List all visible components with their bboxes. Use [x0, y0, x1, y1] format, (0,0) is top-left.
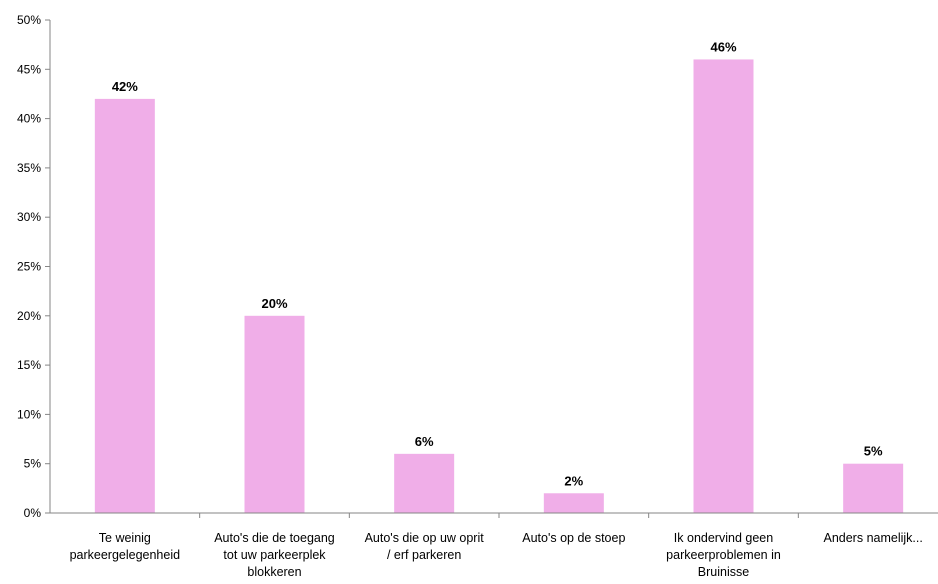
bar [394, 453, 455, 513]
y-tick-label: 5% [24, 457, 42, 471]
category-label-line: Auto's op de stoep [522, 531, 625, 545]
y-tick-label: 25% [17, 260, 41, 274]
bar [543, 493, 604, 513]
y-tick-label: 20% [17, 309, 41, 323]
data-label: 5% [864, 444, 883, 459]
data-labels: 42% 20% 6% 2% 46% 5% [112, 39, 883, 488]
y-tick-label: 40% [17, 112, 41, 126]
y-axis-tick-labels: 0% 5% 10% 15% 20% 25% 30% 35% 40% 45% 50% [17, 13, 41, 520]
x-axis-ticks [199, 513, 799, 518]
bar [244, 315, 305, 513]
category-label-line: parkeergelegenheid [70, 548, 181, 562]
data-label: 2% [564, 473, 583, 488]
category-label-line: Ik ondervind geen [674, 531, 773, 545]
y-tick-label: 15% [17, 358, 41, 372]
category-label: Te weinig parkeergelegenheid [70, 531, 181, 562]
category-label: Auto's die de toegang tot uw parkeerplek b… [214, 531, 335, 579]
y-tick-label: 30% [17, 210, 41, 224]
y-tick-label: 10% [17, 407, 41, 421]
category-label-line: Te weinig [99, 531, 151, 545]
category-label: Ik ondervind geen parkeerproblemen in Brui… [666, 531, 781, 579]
category-label-line: parkeerproblemen in [666, 548, 781, 562]
data-label: 42% [112, 79, 138, 94]
category-labels: Te weinig parkeergelegenheid Auto's die de… [70, 531, 923, 579]
category-label-line: Bruinisse [698, 565, 749, 579]
y-tick-label: 0% [24, 506, 42, 520]
bar [843, 463, 904, 513]
category-label-line: / erf parkeren [387, 548, 461, 562]
category-label-line: Anders namelijk... [823, 531, 922, 545]
category-label: Auto's op de stoep [522, 531, 625, 545]
category-label-line: Auto's die op uw oprit [365, 531, 485, 545]
y-axis-ticks [45, 19, 50, 514]
bar [693, 59, 754, 513]
bar [94, 98, 155, 513]
category-label-line: blokkeren [247, 565, 301, 579]
bars [94, 59, 904, 513]
y-tick-label: 50% [17, 13, 41, 27]
y-tick-label: 35% [17, 161, 41, 175]
y-tick-label: 45% [17, 62, 41, 76]
data-label: 20% [261, 296, 287, 311]
category-label-line: tot uw parkeerplek [223, 548, 326, 562]
data-label: 6% [415, 434, 434, 449]
data-label: 46% [710, 39, 736, 54]
category-label: Auto's die op uw oprit / erf parkeren [365, 531, 485, 562]
category-label-line: Auto's die de toegang [214, 531, 335, 545]
category-label: Anders namelijk... [823, 531, 922, 545]
axes [49, 20, 938, 514]
